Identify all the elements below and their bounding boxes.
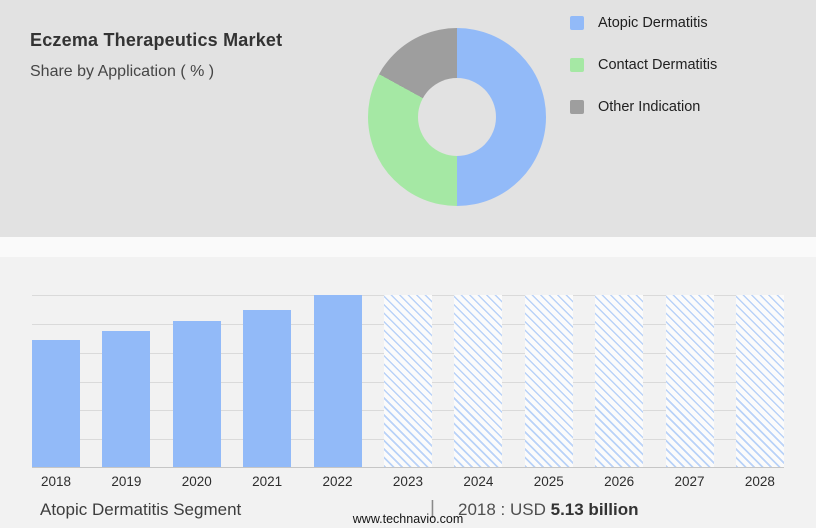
legend-item: Other Indication xyxy=(570,98,717,116)
x-tick-2022: 2022 xyxy=(322,474,353,489)
bar-column xyxy=(524,295,573,467)
legend-swatch-other-indication xyxy=(570,100,584,114)
forecast-bar-2024 xyxy=(454,295,503,467)
bar-column xyxy=(172,295,221,467)
separator: | xyxy=(430,498,435,519)
legend-label: Contact Dermatitis xyxy=(598,57,718,73)
bar-column xyxy=(595,295,644,467)
forecast-bar-2026 xyxy=(595,295,644,467)
x-tick-2028: 2028 xyxy=(744,474,775,489)
donut-hole xyxy=(418,78,496,156)
bar-2021 xyxy=(243,310,292,467)
bar-2019 xyxy=(102,331,151,467)
legend-swatch-atopic-dermatitis xyxy=(570,16,584,30)
x-tick-2024: 2024 xyxy=(463,474,494,489)
x-tick-2025: 2025 xyxy=(533,474,564,489)
segment-label: Atopic Dermatitis Segment xyxy=(40,500,242,519)
bar-column xyxy=(102,295,151,467)
bar-column xyxy=(665,295,714,467)
x-tick-2018: 2018 xyxy=(40,474,72,489)
x-tick-2019: 2019 xyxy=(111,474,142,489)
x-tick-2021: 2021 xyxy=(252,474,283,489)
legend-label: Other Indication xyxy=(598,99,701,115)
top-section: Eczema Therapeutics Market Share by Appl… xyxy=(0,0,816,237)
bar-column xyxy=(313,295,362,467)
x-tick-2023: 2023 xyxy=(392,474,423,489)
bar-column xyxy=(383,295,432,467)
bar-chart: 2018 2019 2020 2021 2022 2023 2024 2025 2026 2027… xyxy=(32,295,784,489)
bar-column xyxy=(32,295,80,467)
legend-item: Contact Dermatitis xyxy=(570,56,717,74)
legend-label: Atopic Dermatitis xyxy=(598,15,708,31)
bar-column xyxy=(243,295,292,467)
forecast-bar-2027 xyxy=(665,295,714,467)
bar-2020 xyxy=(172,321,221,467)
title-block: Eczema Therapeutics Market Share by Appl… xyxy=(30,30,282,81)
x-tick-2027: 2027 xyxy=(674,474,705,489)
page-title: Eczema Therapeutics Market xyxy=(30,30,283,50)
bar-2022 xyxy=(313,295,362,467)
forecast-bar-2028 xyxy=(735,295,784,467)
bar-column xyxy=(454,295,503,467)
x-tick-2020: 2020 xyxy=(181,474,212,489)
forecast-bar-2025 xyxy=(524,295,573,467)
bar-plot xyxy=(32,295,784,468)
donut-chart xyxy=(368,28,546,206)
legend: Atopic Dermatitis Contact Dermatitis Other… xyxy=(570,14,717,140)
legend-swatch-contact-dermatitis xyxy=(570,58,584,72)
market-value: 2018 : USD 5.13 billion xyxy=(458,500,638,520)
page-subtitle: Share by Application ( % ) xyxy=(30,63,215,80)
market-value-bold: 5.13 billion xyxy=(550,500,639,519)
bar-2018 xyxy=(32,340,80,467)
legend-item: Atopic Dermatitis xyxy=(570,14,717,32)
bar-column xyxy=(735,295,784,467)
section-divider xyxy=(0,237,816,257)
footer-row: Atopic Dermatitis Segment | 2018 : USD 5… xyxy=(0,498,816,524)
forecast-bar-2023 xyxy=(383,295,432,467)
market-value-prefix: 2018 : USD xyxy=(458,500,546,519)
x-tick-2026: 2026 xyxy=(604,474,635,489)
website-url: www.technavio.com xyxy=(352,512,464,526)
x-axis: 2018 2019 2020 2021 2022 2023 2024 2025 2026 2027… xyxy=(32,474,784,489)
